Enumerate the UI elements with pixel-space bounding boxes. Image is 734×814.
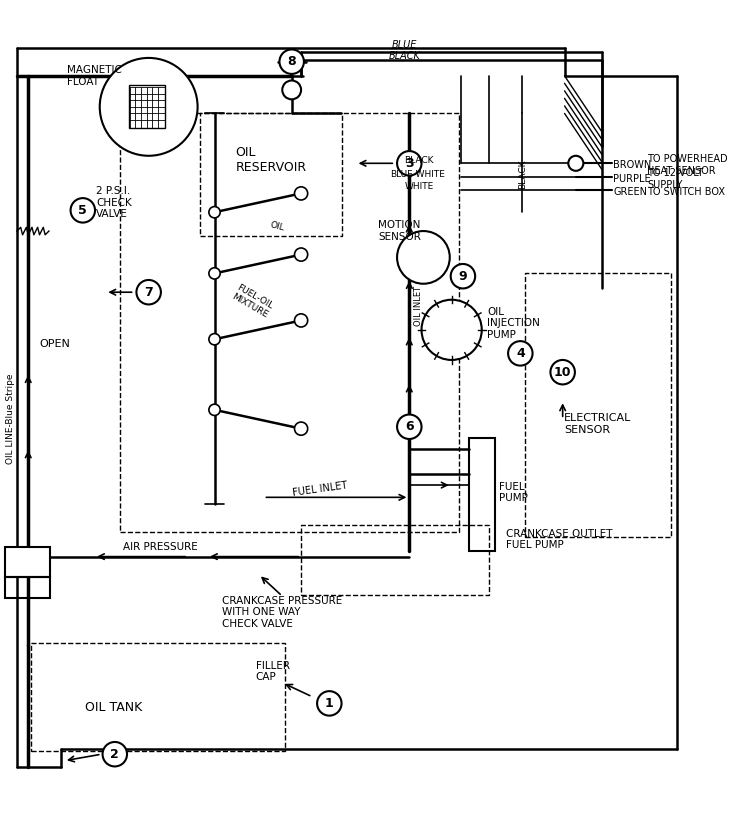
Text: BLUE: BLUE: [392, 40, 418, 50]
Text: OIL LINE-Blue Stripe: OIL LINE-Blue Stripe: [6, 374, 15, 465]
Bar: [200, 113, 341, 236]
Text: OIL INLET: OIL INLET: [414, 287, 424, 326]
Circle shape: [70, 198, 95, 222]
Circle shape: [294, 422, 308, 435]
Circle shape: [280, 50, 304, 74]
Text: 7: 7: [145, 286, 153, 299]
Text: MOTION
SENSOR: MOTION SENSOR: [379, 221, 421, 242]
Circle shape: [294, 248, 308, 261]
Circle shape: [397, 151, 421, 176]
Circle shape: [508, 341, 533, 365]
Circle shape: [550, 360, 575, 384]
Text: FILLER
CAP: FILLER CAP: [256, 661, 290, 682]
Bar: [129, 85, 164, 129]
Text: TO POWERHEAD
HEAT SENSOR: TO POWERHEAD HEAT SENSOR: [647, 155, 728, 176]
Circle shape: [421, 300, 482, 360]
Circle shape: [209, 405, 220, 415]
Text: 2: 2: [110, 748, 119, 761]
Bar: [31, 643, 285, 751]
Text: BROWN: BROWN: [614, 160, 652, 170]
Bar: [301, 524, 490, 595]
Text: OPEN: OPEN: [40, 339, 70, 349]
Bar: [468, 438, 495, 551]
Circle shape: [568, 155, 584, 171]
Circle shape: [209, 268, 220, 279]
Text: BLACK: BLACK: [389, 51, 421, 61]
Text: CRANKCASE PRESSURE
WITH ONE WAY
CHECK VALVE: CRANKCASE PRESSURE WITH ONE WAY CHECK VA…: [222, 596, 342, 628]
Text: WHITE: WHITE: [404, 182, 434, 191]
Text: 2 P.S.I.
CHECK
VALVE: 2 P.S.I. CHECK VALVE: [96, 186, 131, 220]
Text: PURPLE: PURPLE: [614, 174, 651, 184]
Text: OIL: OIL: [269, 220, 286, 233]
Circle shape: [209, 207, 220, 218]
Text: 3: 3: [405, 157, 414, 170]
Bar: [120, 113, 459, 532]
Text: 5: 5: [79, 204, 87, 217]
Text: BLACK: BLACK: [404, 156, 434, 165]
Circle shape: [100, 58, 197, 155]
Text: OIL
RESERVOIR: OIL RESERVOIR: [236, 147, 307, 174]
Text: AIR PRESSURE: AIR PRESSURE: [123, 542, 197, 552]
Text: FUEL INLET: FUEL INLET: [292, 480, 348, 497]
Text: BLUE-WHITE: BLUE-WHITE: [390, 170, 446, 179]
Bar: [4, 547, 50, 577]
Text: CRANKCASE OUTLET
FUEL PUMP: CRANKCASE OUTLET FUEL PUMP: [506, 529, 613, 550]
Text: 10: 10: [554, 365, 571, 379]
Text: 4: 4: [516, 347, 525, 360]
Text: GREEN: GREEN: [614, 186, 647, 196]
Text: 1: 1: [325, 697, 334, 710]
Circle shape: [294, 187, 308, 200]
Text: MAGNETIC
FLOAT: MAGNETIC FLOAT: [67, 65, 122, 86]
Text: BLACK: BLACK: [517, 160, 527, 190]
Text: OIL TANK: OIL TANK: [84, 701, 142, 714]
Text: 9: 9: [459, 269, 468, 282]
Circle shape: [397, 231, 450, 284]
Bar: [4, 577, 50, 598]
Text: 8: 8: [288, 55, 296, 68]
Circle shape: [103, 742, 127, 767]
Text: ELECTRICAL
SENSOR: ELECTRICAL SENSOR: [564, 414, 631, 435]
Text: TO 12 VOLT
SUPPLY: TO 12 VOLT SUPPLY: [647, 168, 704, 190]
Circle shape: [137, 280, 161, 304]
Text: TO SWITCH BOX: TO SWITCH BOX: [647, 186, 725, 196]
Text: OIL
INJECTION
PUMP: OIL INJECTION PUMP: [487, 307, 540, 340]
Text: FUEL
PUMP: FUEL PUMP: [498, 482, 528, 503]
Text: 6: 6: [405, 420, 414, 433]
Circle shape: [283, 81, 301, 99]
Circle shape: [317, 691, 341, 716]
Bar: [525, 274, 671, 537]
Circle shape: [294, 314, 308, 327]
Circle shape: [397, 414, 421, 439]
Circle shape: [209, 334, 220, 345]
Text: FUEL-OIL
MIXTURE: FUEL-OIL MIXTURE: [230, 283, 275, 320]
Circle shape: [451, 264, 475, 288]
